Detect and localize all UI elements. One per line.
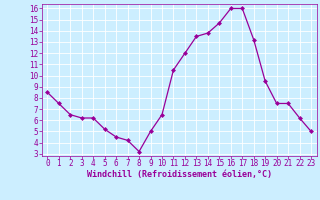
X-axis label: Windchill (Refroidissement éolien,°C): Windchill (Refroidissement éolien,°C) <box>87 170 272 179</box>
